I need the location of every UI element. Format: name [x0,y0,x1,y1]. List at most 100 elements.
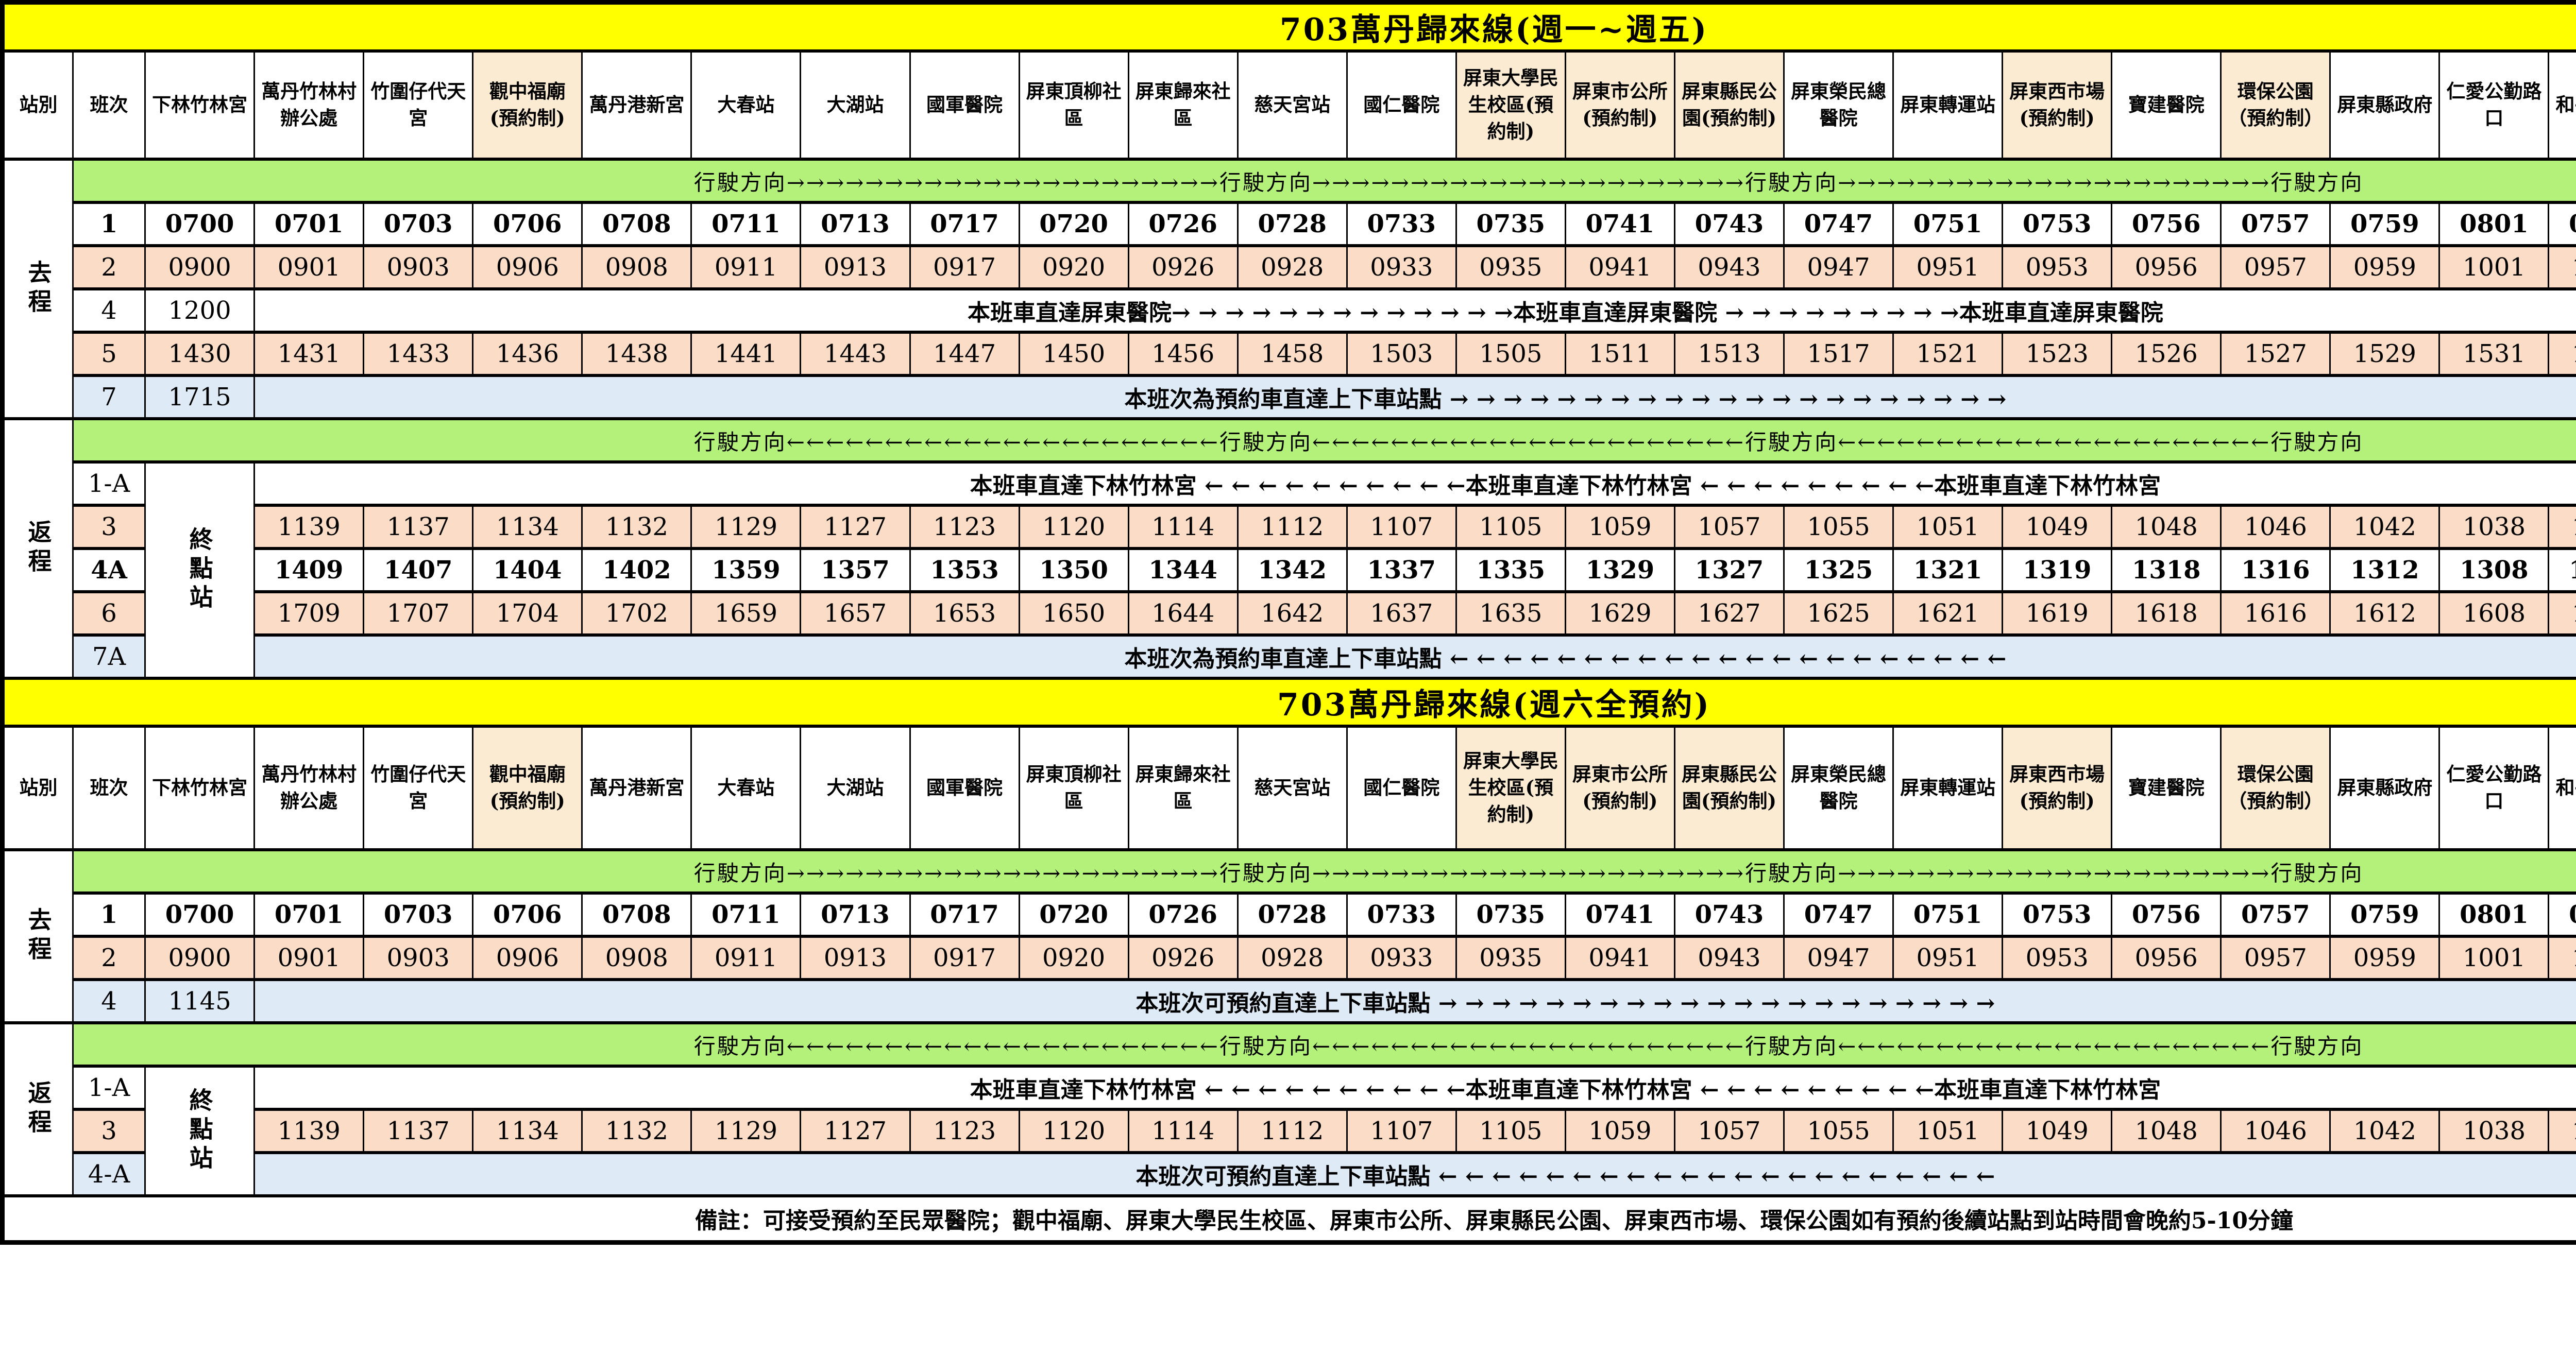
station-header: 萬丹竹林村辦公處 [253,49,365,161]
time-cell: 1120 [1018,504,1129,550]
station-header: 屏東縣民公園(預約制) [1673,725,1785,851]
time-cell: 0943 [1673,935,1785,981]
trip-no-cell: 6 [72,590,146,637]
time-cell: 0913 [800,244,911,290]
time-cell: 0951 [1892,935,2004,981]
route-title: 703萬丹歸來線(週一~週五) [2,1,2576,53]
table-row: 3 1139 1137 1134 1132 1129 1127 1123 1120 1114 111… [3,504,2576,550]
time-cell: 0803 [2548,201,2576,247]
time-cell: 0959 [2329,244,2441,290]
time-cell: 0933 [1346,935,1457,981]
time-cell: 0733 [1346,891,1457,938]
table-row: 1-A 終點站 本班車直達下林竹林宮 ← ← ← ← ← ← ← ← ← ←本班車直… [3,460,2576,680]
time-cell: 1443 [800,331,911,377]
trip-no-cell: 4-A [72,1151,146,1197]
table-row: 1-A 終點站 本班車直達下林竹林宮 ← ← ← ← ← ← ← ← ← ←本班車直… [3,1065,2576,1197]
remarks-note: 備註：可接受預約至民眾醫院；觀中福廟、屏東大學民生校區、屏東市公所、屏東縣民公園… [2,1194,2576,1244]
time-cell: 0741 [1564,201,1675,247]
route-title: 703萬丹歸來線(週六全預約) [2,677,2576,728]
time-cell: 0711 [690,201,802,247]
table-row: 7 1715 本班次為預約車直達上下車站點 → → → → → → → → → → … [3,374,2576,420]
time-cell: 1059 [1564,1108,1675,1154]
time-cell: 1038 [2438,1108,2550,1154]
table-row: 703萬丹歸來線(週六全預約) [2,677,2576,728]
station-header: 大春站 [690,49,802,161]
time-cell: 1513 [1673,331,1785,377]
time-cell: 0759 [2329,891,2441,938]
time-cell: 1051 [1892,504,2004,550]
station-header: 仁愛公勤路口 [2438,725,2550,851]
time-cell: 0726 [1127,201,1239,247]
time-cell: 1409 [253,547,365,593]
time-cell: 0901 [253,935,365,981]
station-header: 屏東轉運站 [1892,49,2004,161]
time-cell: 1329 [1564,547,1675,593]
time-cell: 0917 [909,935,1020,981]
time-cell: 1616 [2220,590,2331,637]
time-cell: 0728 [1236,891,1348,938]
station-header: 仁愛公勤路口 [2438,49,2550,161]
time-cell: 1447 [909,331,1020,377]
table-row: 7A 本班次為預約車直達上下車站點 ← ← ← ← ← ← ← ← ← ← ← ←… [3,633,2576,680]
time-cell: 1001 [2438,935,2550,981]
time-cell: 1642 [1236,590,1348,637]
time-cell: 1404 [472,547,583,593]
table-row: 4 1145 本班次可預約直達上下車站點 → → → → → → → → → → →… [3,978,2576,1024]
time-cell: 1134 [472,1108,583,1154]
time-cell: 1637 [1346,590,1457,637]
time-cell: 0717 [909,201,1020,247]
time-cell: 1048 [2111,504,2222,550]
trip-no-cell: 1 [72,891,146,938]
through-text-cell: 本班次為預約車直達上下車站點 ← ← ← ← ← ← ← ← ← ← ← ← ←… [253,633,2576,680]
lead-time-cell: 1200 [144,287,256,334]
section-label-return: 返程 [1,417,74,680]
station-header: 屏東榮民總醫院 [1783,49,1894,161]
time-cell: 0913 [800,935,911,981]
time-cell: 0757 [2220,201,2331,247]
time-cell: 1531 [2438,331,2550,377]
station-header: 下林竹林宮 [144,49,256,161]
time-cell: 1337 [1346,547,1457,593]
station-header: 環保公園（預約制） [2220,49,2331,161]
time-cell: 1112 [1236,1108,1348,1154]
time-cell: 0956 [2111,244,2222,290]
time-cell: 0911 [690,244,802,290]
time-cell: 0735 [1455,891,1566,938]
time-cell: 1001 [2438,244,2550,290]
time-cell: 1650 [1018,590,1129,637]
station-header: 屏東大學民生校區(預約制) [1455,49,1566,161]
through-text-cell: 本班車直達下林竹林宮 ← ← ← ← ← ← ← ← ← ←本班車直達下林竹林宮… [253,460,2576,507]
direction-banner-return: 行駛方向←←←←←←←←←←←←←←←←←←←←←←行駛方向←←←←←←←←←←… [72,417,2576,464]
time-cell: 1046 [2220,1108,2331,1154]
time-cell: 1438 [581,331,692,377]
trip-no-cell: 4 [72,287,146,334]
time-cell: 0735 [1455,201,1566,247]
time-cell: 0803 [2548,891,2576,938]
time-cell: 1318 [2111,547,2222,593]
time-cell: 1659 [690,590,802,637]
table-row: 去程 行駛方向→→→→→→→→→→→→→→→→→→→→→→行駛方向→→→→→→→→… [1,848,2576,1024]
time-cell: 0728 [1236,201,1348,247]
time-cell: 1619 [2002,590,2113,637]
station-header: 竹圍仔代天宮 [363,725,474,851]
time-cell: 1635 [1455,590,1566,637]
time-cell: 0953 [2002,935,2113,981]
time-cell: 1325 [1783,547,1894,593]
time-cell: 0751 [1892,201,2004,247]
time-cell: 0753 [2002,891,2113,938]
time-cell: 0713 [800,201,911,247]
lead-time-cell: 1145 [144,978,256,1024]
direction-banner-forward: 行駛方向→→→→→→→→→→→→→→→→→→→→→→行駛方向→→→→→→→→→→… [72,848,2576,895]
trip-no-cell: 2 [72,935,146,981]
section-label-return: 返程 [1,1021,74,1197]
station-header: 屏東頂柳社區 [1018,725,1129,851]
station-header: 國仁醫院 [1346,725,1457,851]
time-cell: 1657 [800,590,911,637]
station-header: 觀中福廟(預約制) [472,725,583,851]
trip-no-cell: 4A [72,547,146,593]
time-cell: 1430 [144,331,256,377]
time-cell: 0926 [1127,244,1239,290]
time-cell: 1709 [253,590,365,637]
station-header: 萬丹港新宮 [581,49,692,161]
